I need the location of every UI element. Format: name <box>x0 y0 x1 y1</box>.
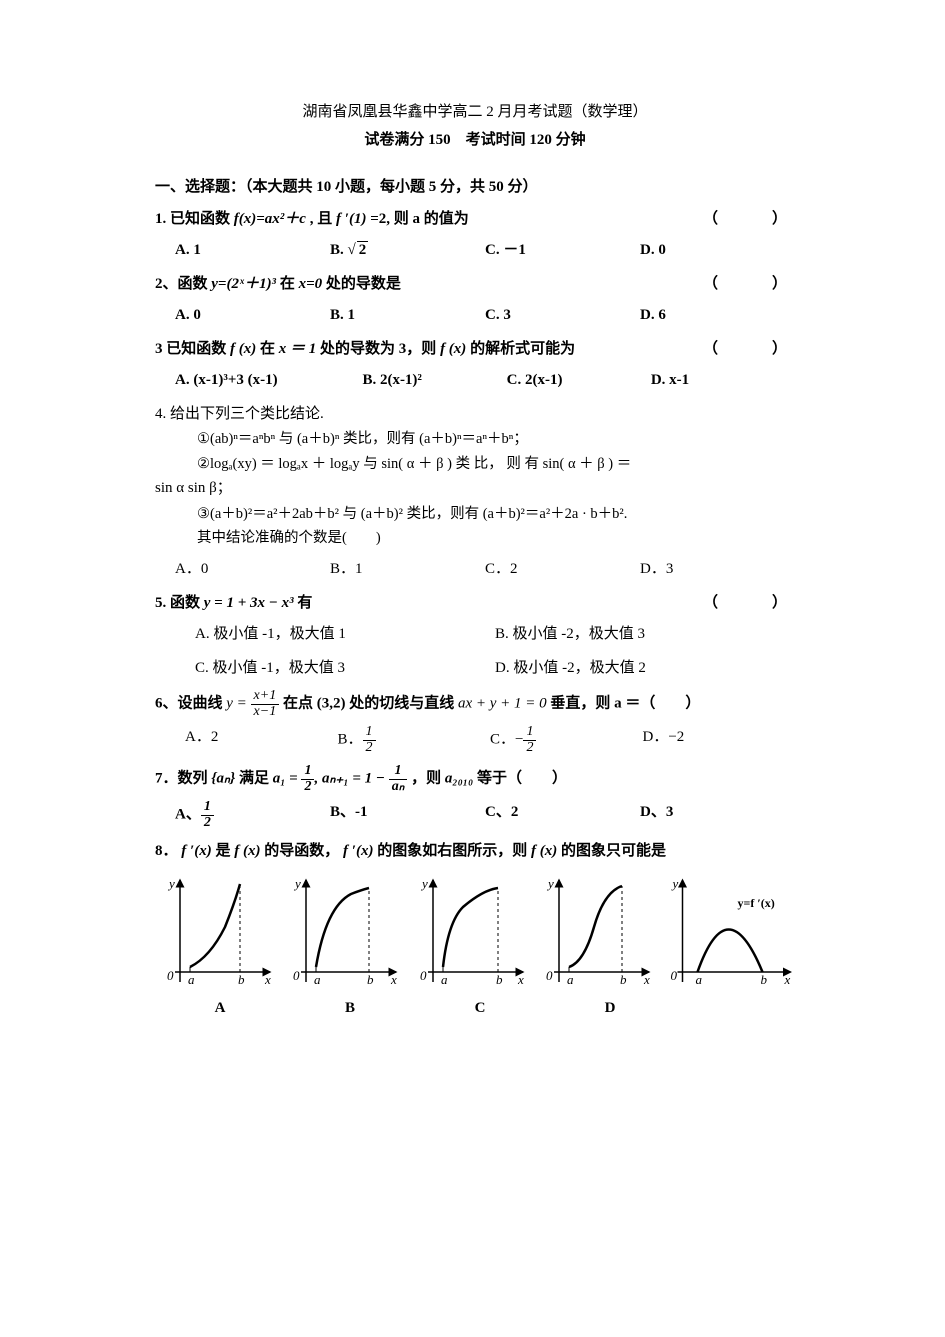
q1-opt-b: B. √2 <box>330 238 485 264</box>
q1-opt-c: C. －1 <box>485 238 640 264</box>
graph-a: 0a b x y <box>155 872 275 992</box>
q5-opt-d: D. 极小值 -2，极大值 2 <box>495 656 795 682</box>
q5-options-2: C. 极小值 -1，极大值 3 D. 极小值 -2，极大值 2 <box>195 656 795 682</box>
q4-line3: ③(a＋b)²＝a²＋2ab＋b² 与 (a＋b)² 类比，则有 (a＋b)²＝… <box>197 502 795 527</box>
q2-opt-c: C. 3 <box>485 303 640 329</box>
q4-line1: ①(ab)ⁿ＝aⁿbⁿ 与 (a＋b)ⁿ 类比，则有 (a＋b)ⁿ＝aⁿ＋bⁿ； <box>197 427 795 452</box>
q8-graphs: 0ab xy 0ab xy 0ab xy <box>155 872 795 992</box>
q4-opt-d: D．3 <box>640 557 795 583</box>
q4-opt-a: A．0 <box>175 557 330 583</box>
q1-opt-d: D. 0 <box>640 238 795 264</box>
q3-options: A. (x-1)³+3 (x-1) B. 2(x-1)² C. 2(x-1) D… <box>175 368 795 394</box>
svg-text:0: 0 <box>420 968 427 983</box>
q6-opt-c: C．−12 <box>490 725 643 755</box>
q3-opt-b: B. 2(x-1)² <box>362 368 506 394</box>
svg-text:y: y <box>671 876 679 891</box>
q2-opt-d: D. 6 <box>640 303 795 329</box>
answer-paren: （ ） <box>703 272 795 298</box>
svg-text:x: x <box>784 972 791 987</box>
q4-line2a: ②logₐ(xy) ＝ logₐx ＋ logₐy 与 sin( α ＋ β )… <box>197 452 795 477</box>
q3-opt-a: A. (x-1)³+3 (x-1) <box>175 368 362 394</box>
page-title: 湖南省凤凰县华鑫中学高二 2 月月考试题（数学理） <box>155 100 795 126</box>
graph-d: 0a b x y <box>534 872 654 992</box>
svg-text:x: x <box>643 972 650 987</box>
svg-text:x: x <box>517 972 524 987</box>
svg-text:y: y <box>546 876 554 891</box>
q6-opt-d: D．−2 <box>643 725 796 755</box>
answer-paren: （ ） <box>703 207 795 233</box>
question-8: 8． f ′(x) 是 f (x) 的导函数， f ′(x) 的图象如右图所示，… <box>155 839 795 865</box>
question-5: 5. 函数 y = 1 + 3x − x³ 有 （ ） <box>155 591 795 617</box>
q5-opt-b: B. 极小值 -2，极大值 3 <box>495 622 795 648</box>
question-1: 1. 已知函数 f(x)=ax²＋c , 且 f ′(1) =2, 则 a 的值… <box>155 207 795 233</box>
label-a: A <box>155 996 285 1022</box>
question-7: 7．数列 {aₙ} 满足 a₁ = 12, aₙ₊₁ = 1 − 1aₙ ，则 … <box>155 764 795 794</box>
q5-opt-c: C. 极小值 -1，极大值 3 <box>195 656 495 682</box>
svg-text:a: a <box>441 972 448 987</box>
question-6: 6、设曲线 y = x+1x−1 在点 (3,2) 处的切线与直线 ax + y… <box>155 689 795 719</box>
svg-text:a: a <box>567 972 574 987</box>
svg-text:x: x <box>390 972 397 987</box>
svg-text:0: 0 <box>167 968 174 983</box>
q7-options: A、12 B、-1 C、2 D、3 <box>175 800 795 830</box>
q8-graph-labels: A B C D <box>155 996 795 1022</box>
graph-b: 0a b x y <box>281 872 401 992</box>
q2-opt-a: A. 0 <box>175 303 330 329</box>
q7-opt-b: B、-1 <box>330 800 485 830</box>
q1-opt-a: A. 1 <box>175 238 330 264</box>
label-c: C <box>415 996 545 1022</box>
q2-options: A. 0 B. 1 C. 3 D. 6 <box>175 303 795 329</box>
svg-text:y=f ′(x): y=f ′(x) <box>738 896 775 910</box>
page-subtitle: 试卷满分 150 考试时间 120 分钟 <box>155 128 795 154</box>
graph-c: 0a b x y <box>408 872 528 992</box>
q2-opt-b: B. 1 <box>330 303 485 329</box>
svg-text:b: b <box>761 972 768 987</box>
exam-page: 湖南省凤凰县华鑫中学高二 2 月月考试题（数学理） 试卷满分 150 考试时间 … <box>0 0 945 1337</box>
section-1-header: 一、选择题：（本大题共 10 小题，每小题 5 分，共 50 分） <box>155 175 795 201</box>
q5-opt-a: A. 极小值 -1，极大值 1 <box>195 622 495 648</box>
question-4: 4. 给出下列三个类比结论. ①(ab)ⁿ＝aⁿbⁿ 与 (a＋b)ⁿ 类比，则… <box>155 402 795 552</box>
svg-text:b: b <box>620 972 627 987</box>
svg-text:0: 0 <box>293 968 300 983</box>
graph-fprime: 0 a b x y y=f ′(x) <box>660 872 795 992</box>
svg-text:0: 0 <box>671 968 678 983</box>
q4-opt-b: B．1 <box>330 557 485 583</box>
q4-line4: 其中结论准确的个数是( ) <box>197 526 795 551</box>
svg-text:a: a <box>188 972 195 987</box>
q1-stem: 1. 已知函数 f(x)=ax²＋c , 且 f ′(1) =2, 则 a 的值… <box>155 211 469 227</box>
q7-opt-c: C、2 <box>485 800 640 830</box>
q3-opt-c: C. 2(x-1) <box>507 368 651 394</box>
question-2: 2、函数 y=(2ˣ＋1)³ 在 x=0 处的导数是 （ ） <box>155 272 795 298</box>
answer-paren: （ ） <box>703 591 795 617</box>
q4-opt-c: C．2 <box>485 557 640 583</box>
q4-options: A．0 B．1 C．2 D．3 <box>175 557 795 583</box>
svg-text:b: b <box>496 972 503 987</box>
label-d: D <box>545 996 675 1022</box>
q6-opt-b: B．12 <box>338 725 491 755</box>
answer-paren: （ ） <box>703 337 795 363</box>
q7-opt-d: D、3 <box>640 800 795 830</box>
svg-text:b: b <box>367 972 374 987</box>
svg-text:a: a <box>696 972 703 987</box>
q6-opt-a: A．2 <box>185 725 338 755</box>
svg-text:y: y <box>167 876 175 891</box>
q4-stem: 4. 给出下列三个类比结论. <box>155 402 795 428</box>
q7-opt-a: A、12 <box>175 800 330 830</box>
question-3: 3 已知函数 f (x) 在 x ＝ 1 处的导数为 3，则 f (x) 的解析… <box>155 337 795 363</box>
svg-text:a: a <box>314 972 321 987</box>
q6-options: A．2 B．12 C．−12 D．−2 <box>185 725 795 755</box>
q5-options-1: A. 极小值 -1，极大值 1 B. 极小值 -2，极大值 3 <box>195 622 795 648</box>
label-b: B <box>285 996 415 1022</box>
q4-line2b: sin α sin β； <box>155 476 795 502</box>
q1-options: A. 1 B. √2 C. －1 D. 0 <box>175 238 795 264</box>
svg-text:y: y <box>420 876 428 891</box>
svg-text:y: y <box>293 876 301 891</box>
q3-opt-d: D. x-1 <box>651 368 795 394</box>
svg-text:b: b <box>238 972 245 987</box>
svg-text:x: x <box>264 972 271 987</box>
svg-text:0: 0 <box>546 968 553 983</box>
fraction-icon: x+1x−1 <box>251 689 280 719</box>
